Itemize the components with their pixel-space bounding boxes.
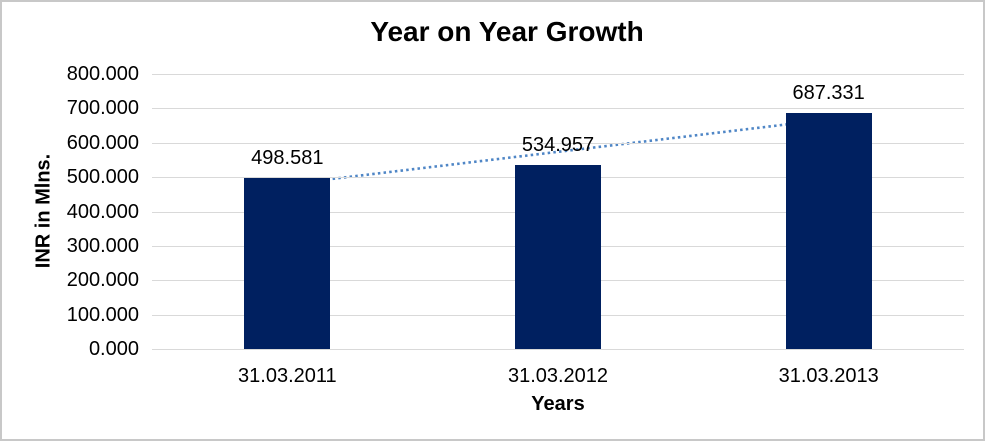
y-tick-label: 200.000 <box>66 269 139 292</box>
gridline <box>152 74 964 75</box>
data-label: 534.957 <box>521 134 595 157</box>
y-tick-label: 700.000 <box>66 97 139 120</box>
plot-area <box>152 74 964 350</box>
y-axis: 800.000 700.000 600.000 500.000 400.000 300.0… <box>2 63 139 360</box>
y-tick-label: 500.000 <box>66 166 139 189</box>
gridline <box>152 142 964 144</box>
x-tick-label: 31.03.2012 <box>507 365 609 387</box>
bar <box>785 112 872 349</box>
gridline <box>152 108 964 110</box>
y-tick-label: 0.000 <box>88 338 139 360</box>
bar <box>244 177 331 349</box>
chart-title: Year on Year Growth <box>370 16 644 47</box>
y-tick-label: 400.000 <box>66 200 139 223</box>
y-tick-label: 100.000 <box>66 303 139 326</box>
y-tick-label: 600.000 <box>66 131 139 154</box>
y-tick-label: 800.000 <box>66 63 139 85</box>
data-label: 498.581 <box>251 146 324 169</box>
x-tick-label: 31.03.2011 <box>238 365 337 387</box>
x-axis-title: Years <box>531 393 585 415</box>
gridline <box>152 349 964 350</box>
x-tick-label: 31.03.2013 <box>778 365 879 387</box>
data-label: 687.331 <box>792 81 865 104</box>
y-tick-label: 300.000 <box>66 234 139 257</box>
bar <box>515 165 601 349</box>
